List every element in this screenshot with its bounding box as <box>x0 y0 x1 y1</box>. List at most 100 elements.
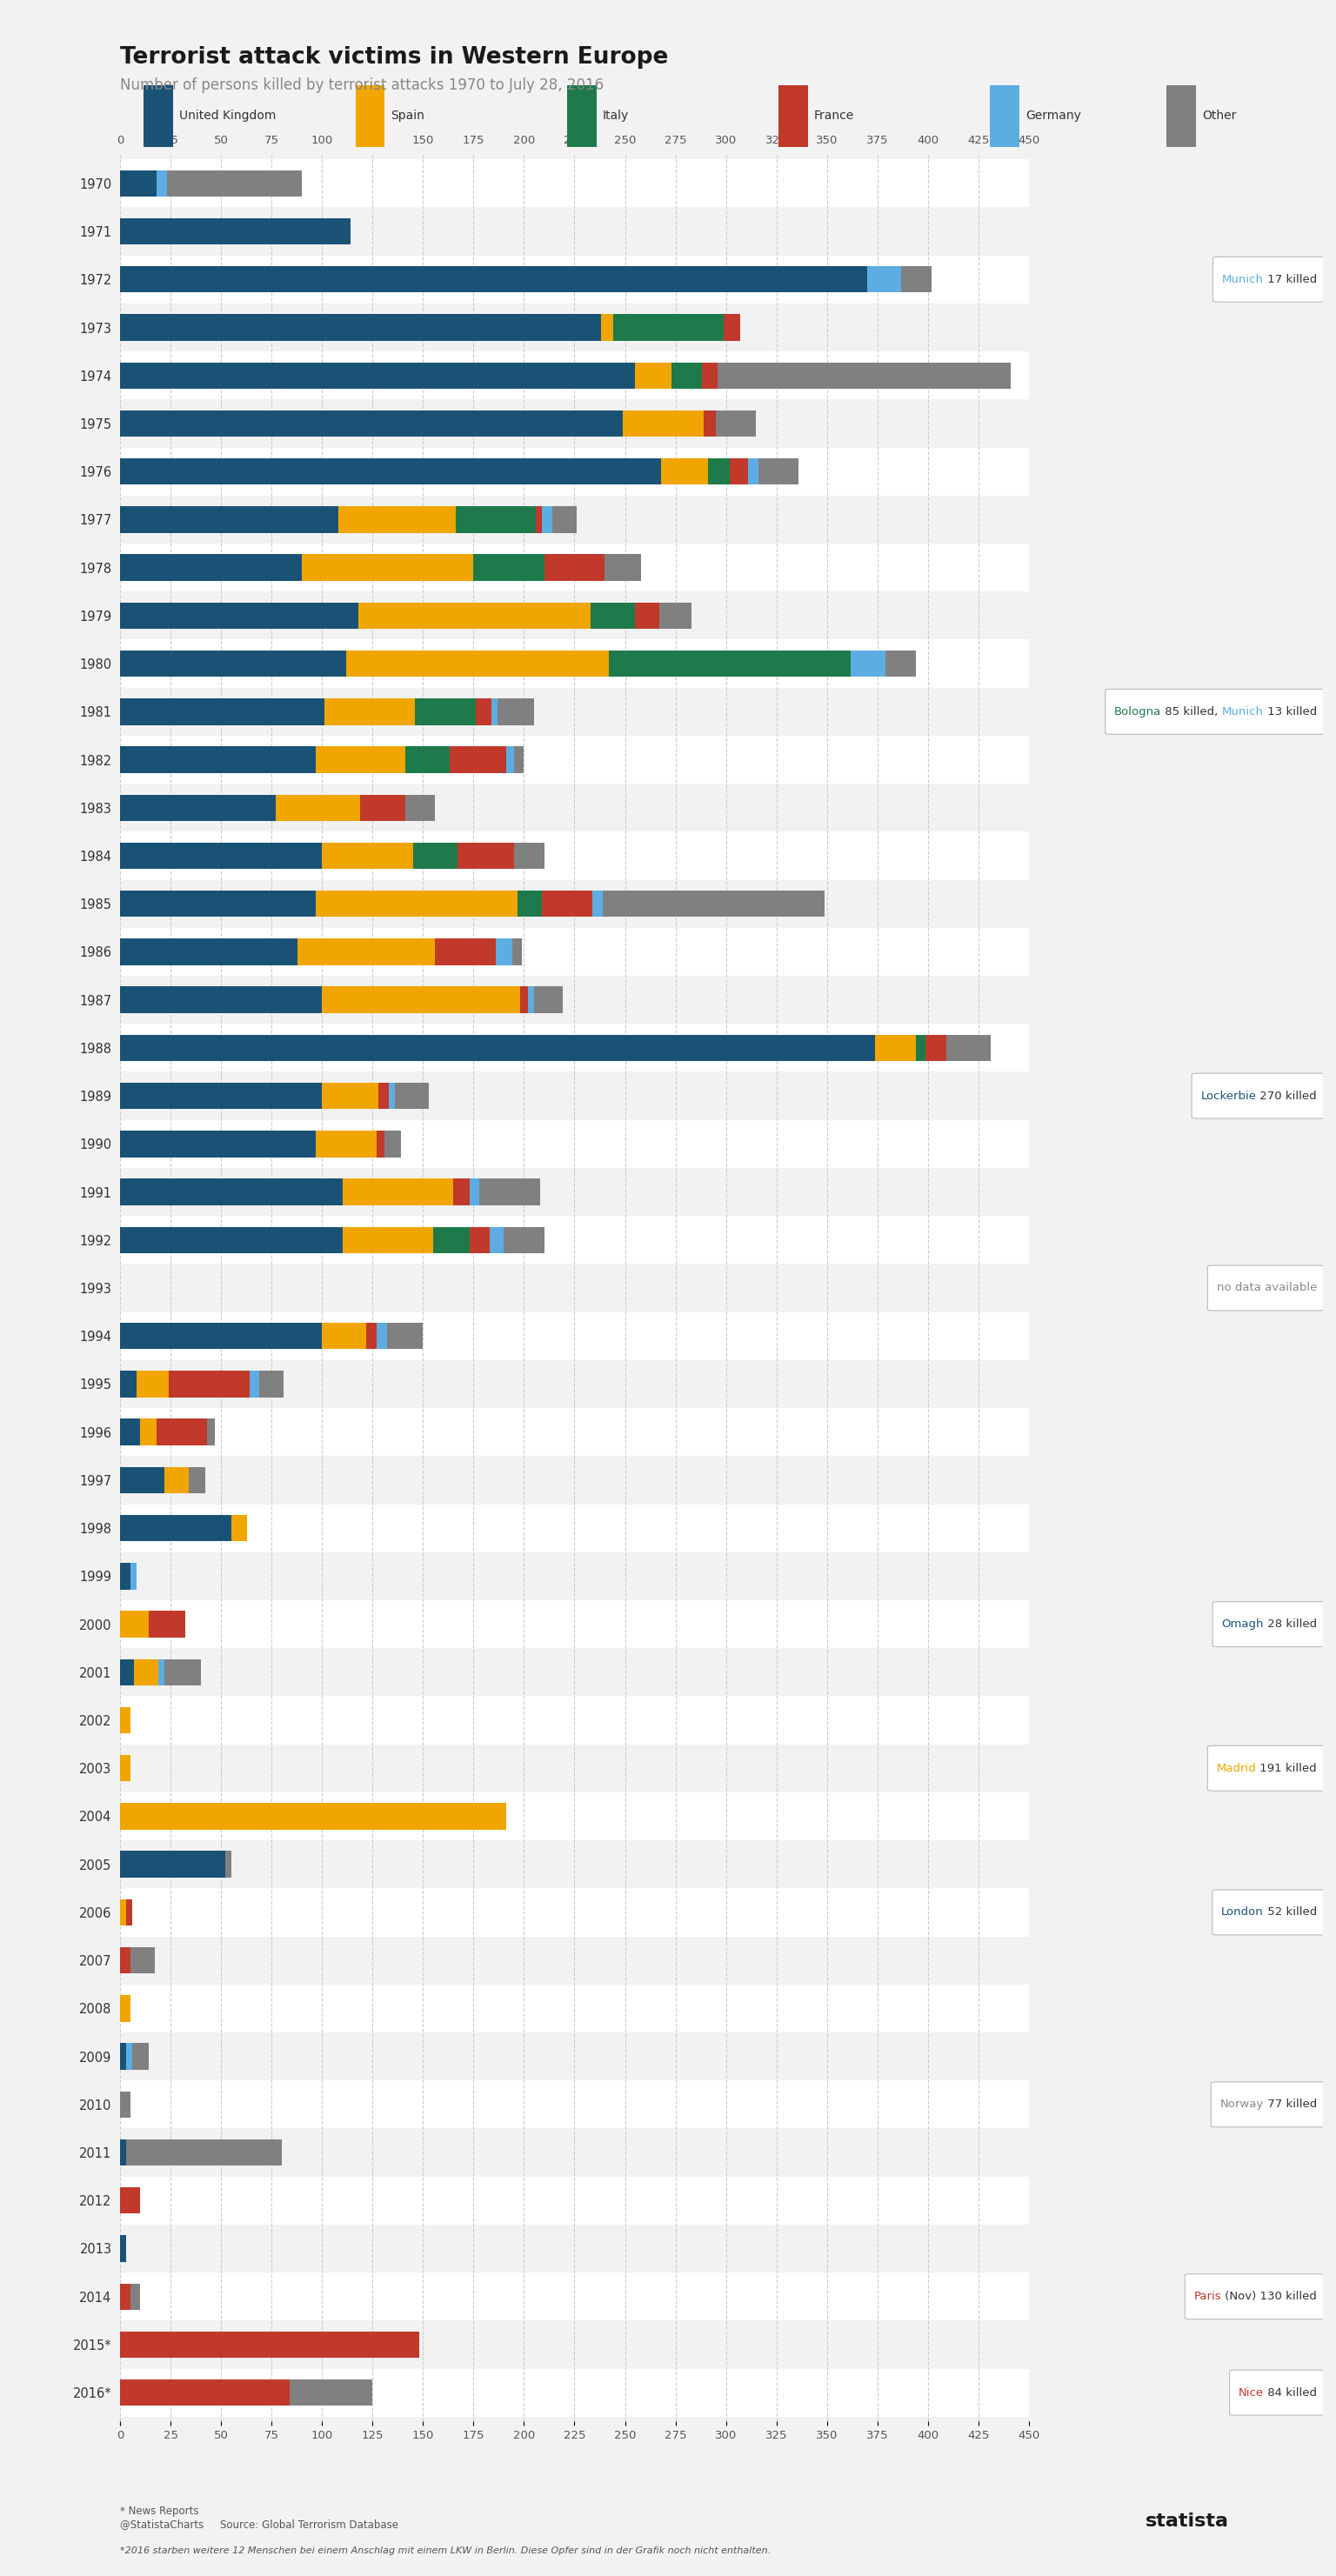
Bar <box>453 1180 469 1206</box>
Bar <box>298 938 436 966</box>
Bar <box>496 938 512 966</box>
Bar <box>156 1419 207 1445</box>
Bar <box>120 304 1029 350</box>
Bar <box>413 842 457 868</box>
Bar <box>520 987 528 1012</box>
Bar <box>591 603 635 629</box>
Bar <box>120 314 601 340</box>
Bar <box>120 842 322 868</box>
Bar <box>1166 85 1196 147</box>
Bar <box>317 747 405 773</box>
Bar <box>480 1180 540 1206</box>
Text: Number of persons killed by terrorist attacks 1970 to July 28, 2016: Number of persons killed by terrorist at… <box>120 77 604 93</box>
Bar <box>512 938 522 966</box>
Bar <box>378 1082 389 1110</box>
Bar <box>120 448 1029 495</box>
Bar <box>120 976 1029 1023</box>
Bar <box>504 1226 544 1252</box>
Bar <box>469 1180 480 1206</box>
Bar <box>317 747 405 773</box>
Text: 28 killed: 28 killed <box>1264 1618 1317 1631</box>
Bar <box>386 1324 424 1350</box>
Bar <box>534 987 562 1012</box>
Bar <box>156 170 167 196</box>
Bar <box>536 507 542 533</box>
FancyBboxPatch shape <box>1185 2275 1325 2318</box>
Bar <box>473 554 544 580</box>
Bar <box>342 1180 453 1206</box>
Bar <box>120 350 1029 399</box>
FancyBboxPatch shape <box>1105 690 1325 734</box>
Bar <box>361 793 405 822</box>
Bar <box>164 1659 200 1685</box>
Bar <box>144 85 174 147</box>
Bar <box>385 1131 401 1157</box>
Bar <box>480 1180 540 1206</box>
Bar <box>120 2236 127 2262</box>
Bar <box>120 1852 226 1878</box>
Bar <box>120 2367 1029 2416</box>
Bar <box>518 891 542 917</box>
Bar <box>136 1370 168 1396</box>
Bar <box>290 2380 373 2406</box>
Bar <box>377 1324 386 1350</box>
Bar <box>131 1947 155 1973</box>
Bar <box>498 698 534 724</box>
Text: 52 killed: 52 killed <box>1264 1906 1317 1919</box>
Bar <box>120 2321 1029 2367</box>
Bar <box>120 1839 1029 1888</box>
Bar <box>552 507 577 533</box>
Bar <box>120 544 1029 592</box>
Bar <box>120 554 302 580</box>
Bar <box>120 698 325 724</box>
Bar <box>544 554 605 580</box>
Bar <box>456 507 536 533</box>
Bar <box>120 507 338 533</box>
Bar <box>395 1082 429 1110</box>
Bar <box>168 1370 250 1396</box>
Bar <box>127 1899 132 1927</box>
Text: no data available: no data available <box>1216 1283 1317 1293</box>
Text: *2016 starben weitere 12 Menschen bei einem Anschlag mit einem LKW in Berlin. Di: *2016 starben weitere 12 Menschen bei ei… <box>120 2548 771 2555</box>
Bar <box>120 1455 1029 1504</box>
Bar <box>322 1324 366 1350</box>
Bar <box>120 1793 1029 1839</box>
Bar <box>518 891 542 917</box>
Bar <box>635 363 672 389</box>
Bar <box>623 410 704 438</box>
Bar <box>120 1265 1029 1311</box>
Bar <box>506 747 514 773</box>
Bar <box>476 698 492 724</box>
Bar <box>729 459 748 484</box>
Bar <box>120 1695 1029 1744</box>
Bar <box>120 652 346 677</box>
Bar <box>164 1466 188 1494</box>
Bar <box>120 1610 148 1638</box>
Bar <box>528 987 534 1012</box>
Bar <box>875 1036 915 1061</box>
Bar <box>473 554 544 580</box>
Bar <box>159 1659 164 1685</box>
Bar <box>120 399 1029 448</box>
Bar <box>552 507 577 533</box>
Bar <box>120 410 623 438</box>
Bar <box>635 363 672 389</box>
Bar <box>120 1466 164 1494</box>
Bar <box>415 698 476 724</box>
Bar <box>453 1180 469 1206</box>
Bar <box>915 1036 926 1061</box>
Bar <box>120 1888 1029 1937</box>
Bar <box>120 1996 131 2022</box>
Bar <box>377 1131 385 1157</box>
Bar <box>990 85 1019 147</box>
Bar <box>405 747 449 773</box>
Bar <box>120 1167 1029 1216</box>
Bar <box>317 891 518 917</box>
Bar <box>609 652 851 677</box>
FancyBboxPatch shape <box>1208 1265 1325 1311</box>
Bar <box>436 938 496 966</box>
Text: London: London <box>1221 1906 1264 1919</box>
Text: Bologna: Bologna <box>1114 706 1161 716</box>
Bar <box>322 1082 378 1110</box>
Bar <box>120 255 1029 304</box>
